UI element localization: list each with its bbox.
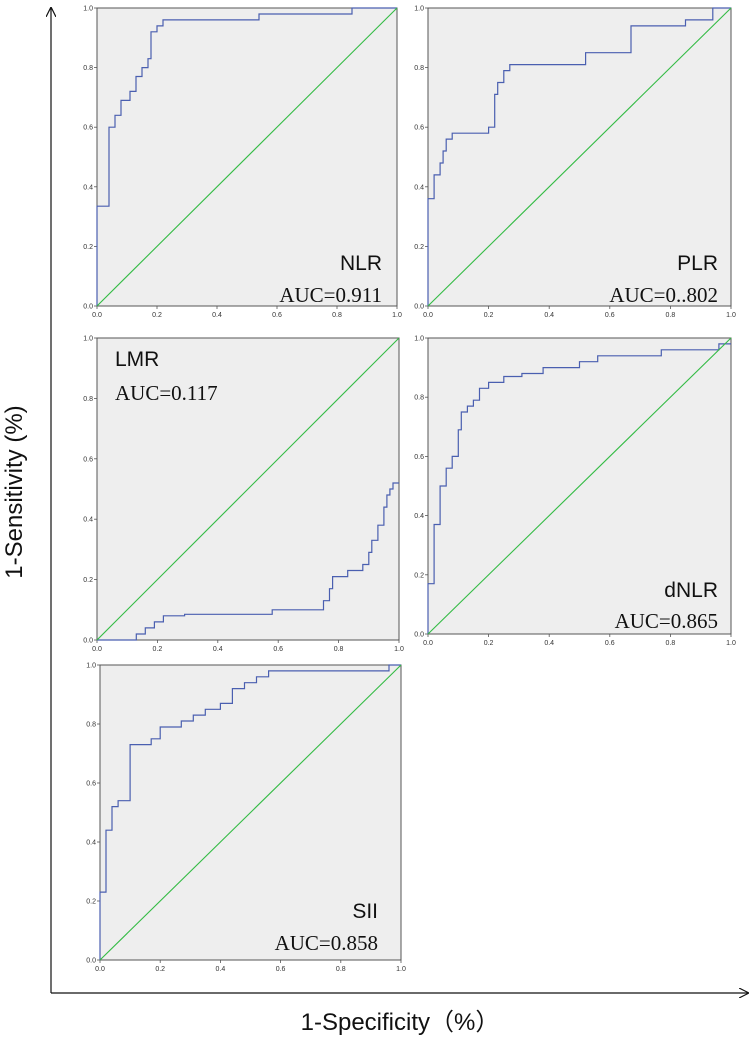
y-tick-label: 0.2: [83, 244, 93, 251]
y-tick-label: 0.4: [83, 517, 93, 524]
auc-label: AUC=0.117: [115, 381, 218, 405]
y-tick-label: 0.8: [414, 65, 424, 72]
x-tick-label: 0.8: [334, 646, 344, 653]
y-tick-label: 0.0: [83, 638, 93, 645]
y-tick-label: 1.0: [83, 336, 93, 343]
y-tick-label: 0.0: [83, 304, 93, 311]
x-tick-label: 0.8: [332, 312, 342, 319]
reference-diagonal-line: [427, 7, 732, 307]
x-tick-label: 1.0: [392, 312, 402, 319]
y-axis-title: 1-Sensitivity (%): [1, 405, 28, 578]
x-tick-label: 0.0: [95, 966, 105, 973]
roc-panel-lmr: 0.0 0.2 0.4 0.6 0.8 1.0 0.0 0.2 0.4 0.6 0.8 1.0 LMR A…: [83, 336, 404, 654]
x-tick-label: 0.0: [92, 312, 102, 319]
x-tick-label: 0.8: [336, 966, 346, 973]
y-tick-label: 0.2: [83, 577, 93, 584]
x-tick-label: 1.0: [726, 640, 736, 647]
roc-curve: [97, 482, 399, 641]
x-tick-label: 0.4: [213, 646, 223, 653]
y-tick-label: 0.6: [414, 125, 424, 132]
x-tick-label: 0.2: [484, 640, 494, 647]
y-tick-label: 0.6: [414, 454, 424, 461]
reference-diagonal-line: [99, 664, 402, 961]
roc-panels: 0.0 0.2 0.4 0.6 0.8 1.0 0.0 0.2 0.4 0.6 0.8 1.0 NLR A…: [83, 6, 736, 974]
y-tick-label: 0.2: [86, 899, 96, 906]
y-tick-label: 1.0: [414, 336, 424, 343]
roc-curve: [99, 664, 401, 960]
x-tick-label: 0.6: [273, 646, 283, 653]
x-tick-label: 1.0: [396, 966, 406, 973]
x-tick-label: 1.0: [726, 312, 736, 319]
marker-label: PLR: [677, 252, 718, 275]
roc-panel-plr: 0.0 0.2 0.4 0.6 0.8 1.0 0.0 0.2 0.4 0.6 0.8 1.0 PLR A…: [414, 6, 736, 320]
y-tick-label: 0.4: [414, 184, 424, 191]
x-tick-label: 0.4: [216, 966, 226, 973]
y-tick-label: 0.0: [86, 958, 96, 965]
y-tick-label: 0.4: [86, 840, 96, 847]
auc-label: AUC=0.911: [279, 283, 382, 307]
x-tick-label: 0.4: [212, 312, 222, 319]
roc-curve: [427, 343, 731, 634]
x-tick-label: 0.0: [423, 312, 433, 319]
y-tick-label: 1.0: [414, 6, 424, 13]
x-tick-label: 0.6: [605, 640, 615, 647]
marker-label: SII: [352, 900, 378, 923]
y-tick-label: 0.8: [414, 395, 424, 402]
x-tick-label: 0.6: [605, 312, 615, 319]
x-tick-label: 0.0: [92, 646, 102, 653]
x-tick-label: 0.0: [423, 640, 433, 647]
reference-diagonal-line: [96, 7, 398, 307]
y-tick-label: 0.4: [83, 184, 93, 191]
y-tick-label: 0.2: [414, 244, 424, 251]
y-tick-label: 0.8: [83, 396, 93, 403]
roc-curve: [96, 7, 397, 306]
x-tick-label: 1.0: [394, 646, 404, 653]
reference-diagonal-line: [427, 337, 732, 635]
x-tick-label: 0.2: [484, 312, 494, 319]
x-tick-label: 0.6: [272, 312, 282, 319]
reference-diagonal-line: [96, 337, 400, 641]
roc-panel-dnlr: 0.0 0.2 0.4 0.6 0.8 1.0 0.0 0.2 0.4 0.6 0.8 1.0 dNLR…: [414, 336, 736, 648]
x-tick-label: 0.8: [666, 640, 676, 647]
x-tick-label: 0.2: [155, 966, 165, 973]
x-axis-title: 1-Specificity（%）: [301, 1009, 500, 1036]
y-tick-label: 0.6: [86, 781, 96, 788]
x-tick-label: 0.4: [544, 640, 554, 647]
y-tick-label: 0.6: [83, 125, 93, 132]
y-tick-label: 0.8: [86, 722, 96, 729]
roc-curve: [427, 7, 731, 306]
x-tick-label: 0.4: [544, 312, 554, 319]
y-tick-label: 0.0: [414, 304, 424, 311]
marker-label: LMR: [115, 348, 159, 371]
x-tick-label: 0.8: [666, 312, 676, 319]
y-tick-label: 0.2: [414, 572, 424, 579]
auc-label: AUC=0.858: [275, 931, 378, 955]
auc-label: AUC=0..802: [609, 283, 718, 307]
x-tick-label: 0.6: [276, 966, 286, 973]
y-tick-label: 1.0: [83, 6, 93, 13]
marker-label: NLR: [340, 252, 382, 275]
y-tick-label: 0.8: [83, 65, 93, 72]
x-tick-label: 0.2: [152, 312, 162, 319]
y-tick-label: 0.0: [414, 632, 424, 639]
auc-label: AUC=0.865: [615, 609, 718, 633]
y-tick-label: 1.0: [86, 663, 96, 670]
roc-panel-nlr: 0.0 0.2 0.4 0.6 0.8 1.0 0.0 0.2 0.4 0.6 0.8 1.0 NLR A…: [83, 6, 402, 320]
y-tick-label: 0.6: [83, 456, 93, 463]
y-tick-label: 0.4: [414, 513, 424, 520]
marker-label: dNLR: [664, 579, 718, 602]
roc-panel-sii: 0.0 0.2 0.4 0.6 0.8 1.0 0.0 0.2 0.4 0.6 0.8 1.0 SII A…: [86, 663, 406, 974]
x-tick-label: 0.2: [153, 646, 163, 653]
